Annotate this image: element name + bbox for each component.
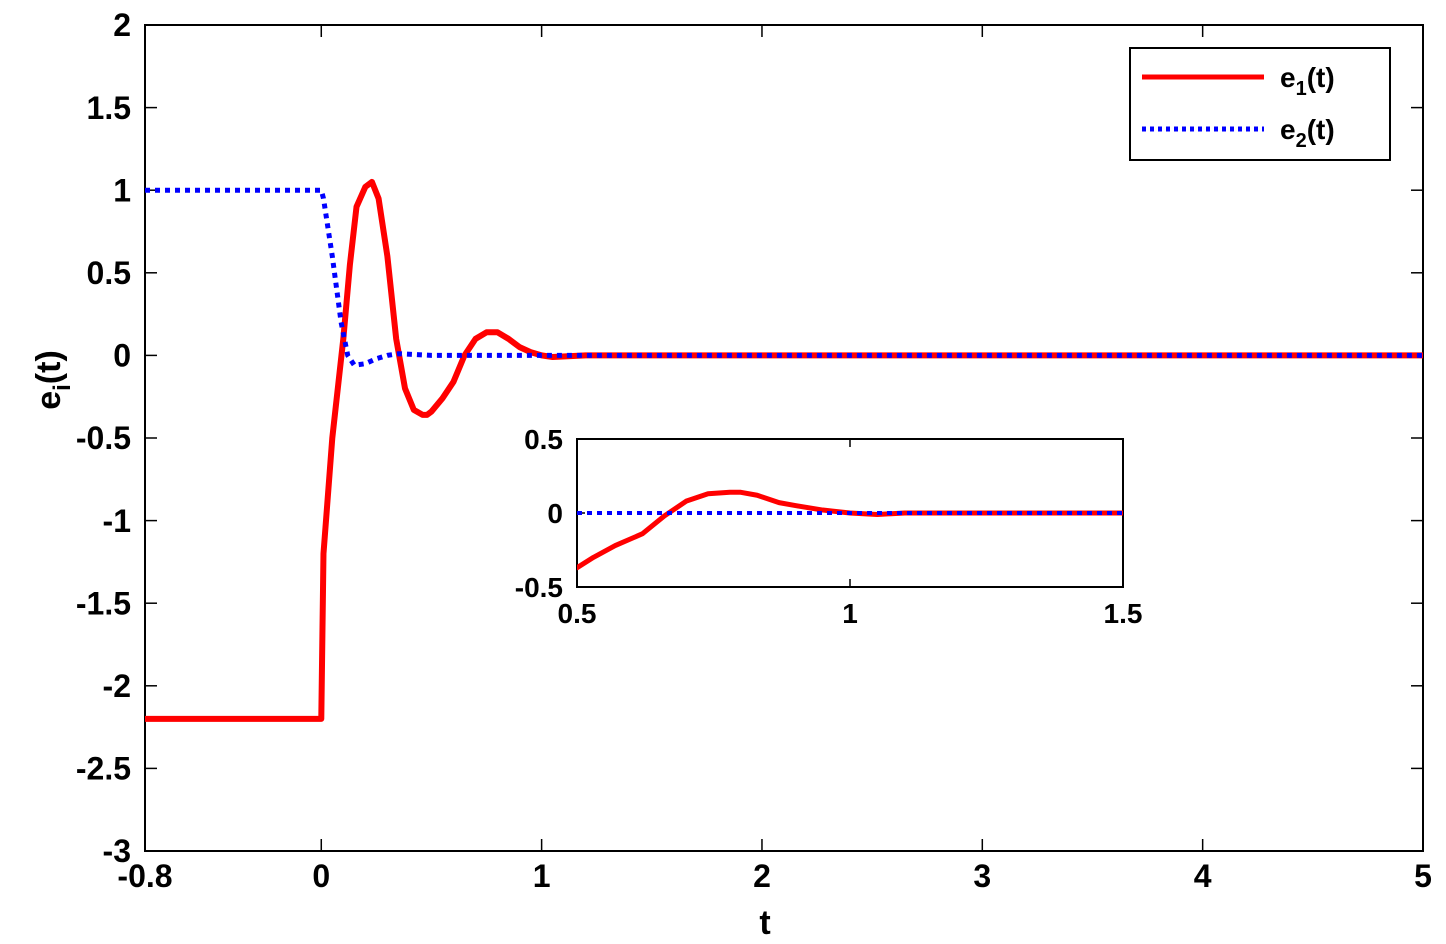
inset-series (577, 489, 1123, 571)
main-y-tick-label: -1 (103, 503, 131, 539)
inset-ticks: 0.5 1 1.5 -0.5 0 0.5 (515, 424, 1143, 629)
main-x-tick-label: 5 (1414, 858, 1432, 894)
main-x-tick-label: 3 (973, 858, 991, 894)
main-x-tick-label: 4 (1194, 858, 1212, 894)
main-x-tick-label: 2 (753, 858, 771, 894)
inset-x-tick-label: 0.5 (558, 598, 597, 629)
main-y-tick-label: 0 (113, 338, 131, 374)
main-y-tick-label: 1 (113, 172, 131, 208)
inset-series-1-line (577, 489, 1123, 571)
y-axis-label-sub: i (49, 384, 76, 391)
main-y-tick-label: 2 (113, 7, 131, 43)
main-y-tick-label: -2 (103, 668, 131, 704)
inset-y-tick-label: 0 (547, 498, 563, 529)
main-y-tick-label: -1.5 (76, 585, 131, 621)
y-axis-label-main: e (30, 391, 68, 410)
legend-label-e1: e1(t) (1280, 62, 1335, 100)
inset-y-tick-label: 0.5 (524, 424, 563, 455)
main-series-2-line (145, 187, 1423, 368)
main-y-tick-label: 0.5 (87, 255, 131, 291)
main-y-tick-label: -3 (103, 833, 131, 869)
main-y-tick-label: -2.5 (76, 751, 131, 787)
legend-label-e2: e2(t) (1280, 114, 1335, 152)
main-x-tick-label: 1 (533, 858, 551, 894)
x-axis-label: t (759, 904, 770, 942)
inset-x-tick-label: 1 (842, 598, 858, 629)
inset-y-tick-label: -0.5 (515, 572, 563, 603)
inset-plot: 0.5 1 1.5 -0.5 0 0.5 (515, 424, 1143, 629)
main-y-tick-label: 1.5 (87, 90, 131, 126)
y-axis-label: ei(t) (30, 350, 76, 410)
svg-text:ei(t): ei(t) (30, 350, 76, 410)
legend-box (1129, 47, 1391, 161)
legend: e1(t) e2(t) (1129, 47, 1391, 161)
main-ticks: -0.8 0 1 2 3 4 5 -3 -2.5 -2 -1.5 -1 -0.5 0 0.5 1 1.5 2 (76, 7, 1432, 894)
main-plot: -0.8 0 1 2 3 4 5-3-2.5-2-1.5-1-0.500.511.52 t … (30, 7, 1432, 942)
inset-x-tick-label: 1.5 (1104, 598, 1143, 629)
main-y-tick-label: -0.5 (76, 420, 131, 456)
y-axis-label-tail: (t) (30, 350, 68, 384)
main-x-tick-label: 0 (312, 858, 330, 894)
main-series (145, 178, 1423, 722)
main-x-tick-label: -0.8 (117, 858, 172, 894)
